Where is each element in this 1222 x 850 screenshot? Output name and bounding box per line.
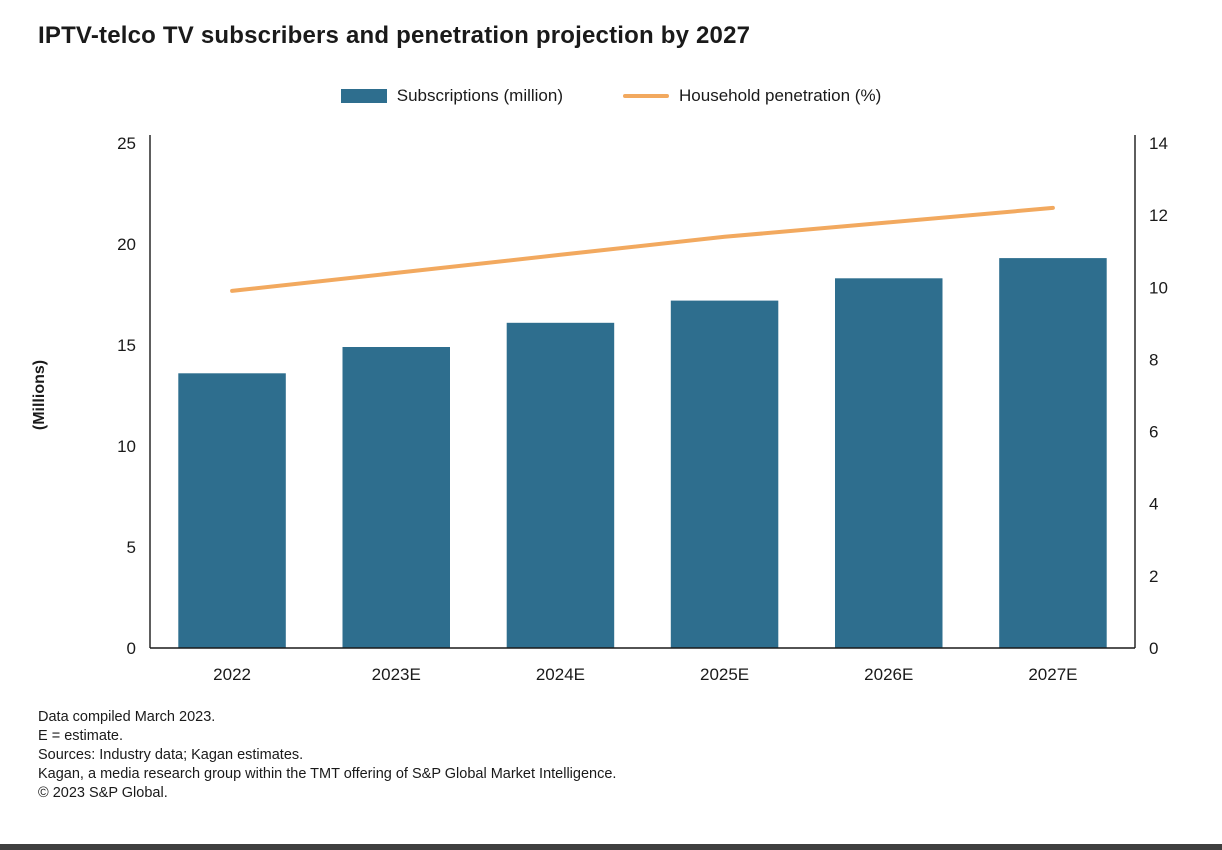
right-tick-label: 4 [1149,495,1158,514]
right-tick-label: 6 [1149,423,1158,442]
chart-legend: Subscriptions (million) Household penetr… [0,86,1222,106]
left-tick-label: 0 [127,639,136,658]
left-tick-label: 20 [117,235,136,254]
left-tick-label: 15 [117,336,136,355]
right-tick-label: 12 [1149,206,1168,225]
legend-item-penetration: Household penetration (%) [623,86,881,106]
right-tick-label: 8 [1149,350,1158,369]
bottom-rule [0,844,1222,850]
x-tick-label: 2024E [536,665,585,684]
footnote-line: © 2023 S&P Global. [38,785,168,801]
footnote-line: Data compiled March 2023. [38,709,216,725]
legend-label-subscriptions: Subscriptions (million) [396,86,564,105]
bar-2027E [999,258,1107,648]
line-swatch-icon [623,94,670,98]
x-tick-label: 2026E [864,665,913,684]
penetration-line [230,205,1055,293]
footnote-line: E = estimate. [38,728,124,744]
x-tick-label: 2027E [1028,665,1077,684]
footnote-line: Kagan, a media research group within the… [38,766,617,782]
x-tick-label: 2023E [372,665,421,684]
x-tick-label: 2022 [213,665,251,684]
right-tick-label: 0 [1149,639,1158,658]
footnotes: Data compiled March 2023. E = estimate. … [38,708,616,803]
footnote-line: Sources: Industry data; Kagan estimates. [38,747,304,763]
right-tick-label: 2 [1149,567,1158,586]
right-tick-label: 14 [1149,134,1168,153]
bar-2022 [178,373,286,648]
left-tick-label: 10 [117,437,136,456]
left-tick-label: 5 [127,538,136,557]
right-tick-label: 10 [1149,278,1168,297]
combo-bar-line-chart: 0 5 10 15 20 25 0 2 4 6 8 10 12 14 2022 2023E 2024E 2025E… [117,134,1168,684]
legend-label-penetration: Household penetration (%) [679,86,882,105]
bar-swatch-icon [340,89,387,103]
left-tick-label: 25 [117,134,136,153]
bar-2024E [506,322,615,648]
x-tick-label: 2025E [700,665,749,684]
bar-2026E [835,278,943,648]
chart-title: IPTV-telco TV subscribers and penetratio… [38,22,751,49]
bar-2025E [670,300,779,648]
bar-2023E [342,347,450,648]
legend-item-subscriptions: Subscriptions (million) [340,86,564,106]
